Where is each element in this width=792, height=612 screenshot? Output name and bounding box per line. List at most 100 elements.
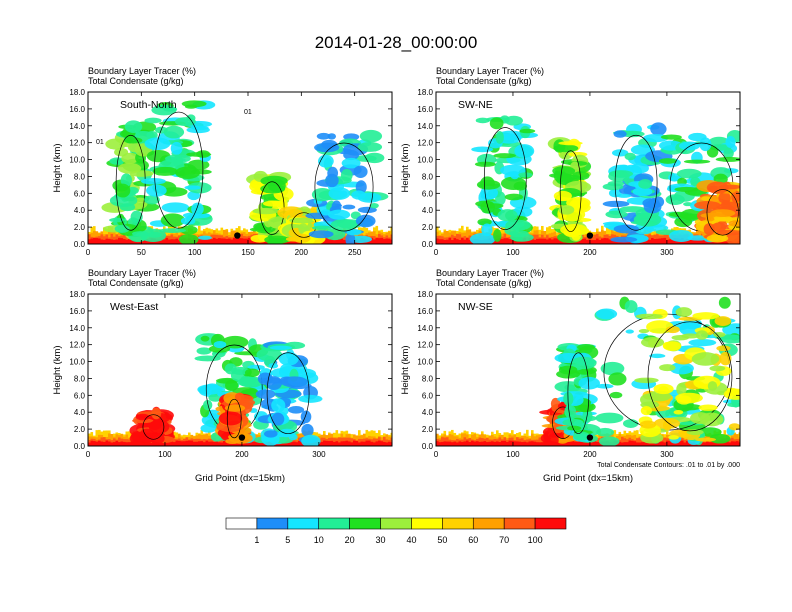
panel-label: NW-SE xyxy=(458,301,493,313)
tracer-field xyxy=(436,115,740,244)
tracer-feature-4 xyxy=(129,406,176,446)
y-tick-label: 10.0 xyxy=(69,358,85,367)
y-tick-label: 18.0 xyxy=(69,290,85,299)
x-tick-label: 250 xyxy=(348,248,362,257)
x-tick-label: 200 xyxy=(583,248,597,257)
x-tick-label: 100 xyxy=(188,248,202,257)
panel-header-tracer: Boundary Layer Tracer (%) xyxy=(436,66,544,76)
condensate-contour xyxy=(266,352,310,435)
panel-header-condensate: Total Condensate (g/kg) xyxy=(88,278,184,288)
panel-label: South-North xyxy=(120,99,177,111)
colorbar-label: 60 xyxy=(468,535,478,545)
x-tick-label: 0 xyxy=(434,450,439,459)
y-tick-label: 8.0 xyxy=(422,374,434,383)
y-axis-label: Height (km) xyxy=(52,143,63,192)
tracer-field xyxy=(88,333,392,446)
y-tick-label: 0.0 xyxy=(422,442,434,451)
y-tick-label: 8.0 xyxy=(74,172,86,181)
y-tick-label: 12.0 xyxy=(417,341,433,350)
x-axis-label: Grid Point (dx=15km) xyxy=(543,473,633,484)
x-tick-label: 100 xyxy=(506,450,520,459)
location-marker xyxy=(586,232,594,239)
y-tick-label: 12.0 xyxy=(417,139,433,148)
y-tick-label: 14.0 xyxy=(417,122,433,131)
condensate-contour xyxy=(706,189,739,236)
y-tick-label: 8.0 xyxy=(422,172,434,181)
y-tick-label: 2.0 xyxy=(74,425,86,434)
y-tick-label: 14.0 xyxy=(69,324,85,333)
x-tick-label: 100 xyxy=(158,450,172,459)
tracer-feature-2 xyxy=(547,137,592,243)
condensate-contour xyxy=(647,321,733,432)
x-tick-label: 200 xyxy=(583,450,597,459)
tracer-feature-2 xyxy=(215,392,256,445)
x-tick-label: 0 xyxy=(86,450,91,459)
y-tick-label: 12.0 xyxy=(69,139,85,148)
y-tick-label: 16.0 xyxy=(69,105,85,114)
plot-frame xyxy=(435,91,741,245)
x-tick-label: 50 xyxy=(137,248,146,257)
y-tick-label: 16.0 xyxy=(417,105,433,114)
colorbar-swatch xyxy=(287,517,320,530)
panel-0: 0.0 2.0 4.0 6.0 8.0 10.0 12.0 14.0 16.0 18.0 0 50 10… xyxy=(52,66,393,257)
x-axis-label: Grid Point (dx=15km) xyxy=(195,473,285,484)
y-tick-label: 18.0 xyxy=(417,88,433,97)
panel-header-condensate: Total Condensate (g/kg) xyxy=(436,278,532,288)
x-tick-label: 300 xyxy=(660,248,674,257)
condensate-contour xyxy=(154,111,204,229)
figure-title: 2014-01-28_00:00:00 xyxy=(315,33,478,52)
tracer-feature-5 xyxy=(694,180,740,244)
colorbar-label: 1 xyxy=(254,535,259,545)
colorbar-swatch xyxy=(225,517,258,530)
colorbar-swatch xyxy=(380,517,412,530)
y-tick-label: 2.0 xyxy=(422,425,434,434)
tracer-feature-2 xyxy=(140,100,216,244)
x-tick-label: 150 xyxy=(241,248,255,257)
y-tick-label: 2.0 xyxy=(422,223,434,232)
location-marker xyxy=(234,232,241,239)
plot-frame xyxy=(435,293,741,447)
x-tick-label: 100 xyxy=(506,248,520,257)
y-tick-label: 14.0 xyxy=(69,122,85,131)
y-tick-label: 2.0 xyxy=(74,223,86,232)
colorbar-label: 70 xyxy=(499,535,509,545)
colorbar-swatch xyxy=(411,517,443,530)
location-marker xyxy=(238,434,246,441)
y-tick-label: 12.0 xyxy=(69,341,85,350)
y-tick-label: 10.0 xyxy=(69,156,85,165)
colorbar-swatch xyxy=(472,517,505,530)
contour-label: 01 xyxy=(96,139,104,146)
y-tick-label: 6.0 xyxy=(74,189,86,198)
colorbar: 1 5 10 20 30 40 50 60 70 100 xyxy=(225,517,567,545)
colorbar-label: 100 xyxy=(528,535,543,545)
y-tick-label: 10.0 xyxy=(417,156,433,165)
plot-frame xyxy=(87,293,393,447)
tracer-feature-2 xyxy=(554,343,601,443)
y-axis-label: Height (km) xyxy=(400,345,411,394)
panel-3: 0.0 2.0 4.0 6.0 8.0 10.0 12.0 14.0 16.0 18.0 0 100 2… xyxy=(400,268,741,484)
colorbar-label: 50 xyxy=(437,535,447,545)
tracer-feature-1 xyxy=(469,115,539,244)
location-marker xyxy=(586,434,594,441)
tracer-feature-4 xyxy=(634,307,740,444)
y-tick-label: 6.0 xyxy=(74,391,86,400)
y-tick-label: 14.0 xyxy=(417,324,433,333)
condensate-contour xyxy=(559,150,582,233)
tracer-feature-5 xyxy=(305,129,389,244)
y-tick-label: 8.0 xyxy=(74,374,86,383)
colorbar-swatch xyxy=(318,517,350,530)
y-tick-label: 4.0 xyxy=(422,206,434,215)
panels: 0.0 2.0 4.0 6.0 8.0 10.0 12.0 14.0 16.0 18.0 0 50 10… xyxy=(52,66,741,484)
colorbar-label: 5 xyxy=(285,535,290,545)
y-axis-label: Height (km) xyxy=(52,345,63,394)
panel-1: 0.0 2.0 4.0 6.0 8.0 10.0 12.0 14.0 16.0 18.0 0 100 2… xyxy=(400,66,741,257)
y-tick-label: 10.0 xyxy=(417,358,433,367)
colorbar-label: 10 xyxy=(314,535,324,545)
x-tick-label: 300 xyxy=(312,450,326,459)
colorbar-label: 20 xyxy=(345,535,355,545)
condensate-contour xyxy=(483,127,527,230)
contour-label: 01 xyxy=(244,109,252,116)
colorbar-swatch xyxy=(442,517,474,530)
condensate-contour xyxy=(142,414,165,440)
